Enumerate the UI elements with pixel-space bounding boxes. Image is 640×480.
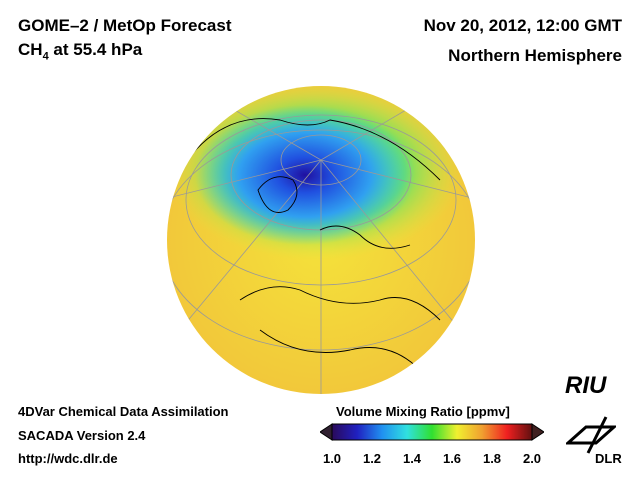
coastlines <box>179 118 441 371</box>
colorbar-tick-label: 1.4 <box>402 451 422 466</box>
colorbar-title: Volume Mixing Ratio [ppmv] <box>336 404 510 419</box>
low-ch4-vortex <box>195 105 415 245</box>
colorbar-tick-label: 1.0 <box>322 451 342 466</box>
title: GOME–2 / MetOp Forecast <box>18 16 232 35</box>
subtitle: CH4 at 55.4 hPa <box>18 40 142 62</box>
species-subscript: 4 <box>42 50 49 63</box>
colorbar-tick-label: 1.2 <box>362 451 382 466</box>
riu-logo: RIU <box>565 372 607 399</box>
footer-url[interactable]: http://wdc.dlr.de <box>18 451 118 466</box>
colorbar-tick-label: 1.6 <box>442 451 462 466</box>
region-label: Northern Hemisphere <box>448 46 622 65</box>
colorbar-max-arrow <box>531 423 544 441</box>
date-label: Nov 20, 2012, 12:00 GMT <box>423 16 622 35</box>
colorbar-min-arrow <box>320 423 333 441</box>
colorbar-tick-label: 1.8 <box>482 451 502 466</box>
footer-line-1: 4DVar Chemical Data Assimilation <box>18 404 229 419</box>
colorbar <box>320 423 544 441</box>
colorbar-tick-label: 2.0 <box>522 451 542 466</box>
species: CH <box>18 40 43 59</box>
footer-line-2: SACADA Version 2.4 <box>18 428 146 443</box>
colorbar-gradient <box>331 423 533 441</box>
dlr-logo-text: DLR <box>595 451 622 466</box>
dlr-logo-icon <box>566 416 616 454</box>
level: at 55.4 hPa <box>48 40 143 59</box>
